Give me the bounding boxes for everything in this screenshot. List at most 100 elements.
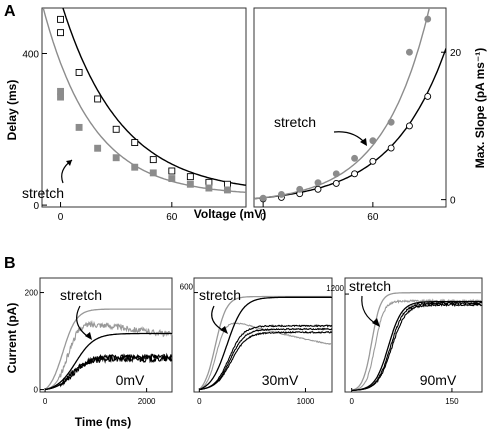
plot-frame bbox=[193, 277, 333, 393]
stretch-data-point bbox=[277, 191, 285, 198]
delay-vs-voltage-plot: 0 60 0 400 stretch bbox=[22, 7, 247, 223]
x-tick-label: 0 bbox=[260, 212, 266, 223]
y-tick-label: 200 bbox=[25, 289, 39, 298]
max-slope-vs-voltage-plot: 0 60 0 20 stretch bbox=[253, 7, 462, 223]
stretch-data-point bbox=[224, 186, 231, 194]
control-data-point bbox=[57, 29, 64, 37]
y-tick-label: 0 bbox=[450, 196, 456, 207]
x-tick-label: 0 bbox=[197, 397, 202, 406]
y-tick-label: 1200 bbox=[326, 284, 344, 293]
stretch-data-point bbox=[168, 175, 176, 183]
panel-a-left-ylabel: Delay (ms) bbox=[5, 80, 19, 141]
stretch-data-point bbox=[332, 170, 340, 178]
y-tick-label: 0 bbox=[33, 201, 39, 212]
y-tick-label: 0 bbox=[34, 386, 39, 395]
y-tick-label: 400 bbox=[22, 49, 39, 60]
control-data-point bbox=[405, 122, 413, 130]
x-tick-label: 60 bbox=[367, 212, 379, 223]
stretch-data-point bbox=[387, 118, 395, 126]
plot-frame bbox=[41, 7, 247, 208]
x-tick-label: 0 bbox=[43, 397, 48, 406]
stretch-current-trace bbox=[44, 308, 172, 391]
stretch-data-point bbox=[94, 144, 102, 152]
control-current-trace bbox=[351, 302, 483, 391]
current-trace-90mv-plot: 0 150 1200 stretch 90mV bbox=[326, 277, 483, 406]
panel-b-ylabel: Current (pA) bbox=[5, 303, 19, 374]
fit-curve bbox=[254, 8, 431, 200]
plot-frame bbox=[344, 277, 483, 393]
control-current-trace bbox=[45, 354, 173, 391]
stretch-data-point bbox=[405, 48, 413, 56]
control-data-point bbox=[131, 139, 139, 147]
stretch-annotation: stretch bbox=[60, 287, 102, 303]
x-tick-label: 1000 bbox=[297, 397, 315, 406]
stretch-data-point bbox=[186, 180, 194, 188]
stretch-data-point bbox=[112, 154, 120, 162]
control-data-point bbox=[168, 167, 176, 175]
arrow-head bbox=[66, 160, 72, 166]
control-current-trace bbox=[351, 301, 483, 391]
control-current-trace bbox=[199, 324, 333, 391]
control-data-point bbox=[387, 144, 395, 152]
control-data-point bbox=[224, 180, 231, 188]
control-data-point bbox=[94, 95, 102, 103]
control-current-trace bbox=[45, 352, 173, 391]
panel-b-xlabel: Time (ms) bbox=[75, 415, 131, 429]
control-data-point bbox=[424, 92, 432, 100]
control-data-point bbox=[351, 170, 359, 178]
fit-curve bbox=[42, 8, 246, 194]
control-current-trace bbox=[351, 300, 482, 392]
stretch-data-point bbox=[369, 137, 377, 145]
panel-letter-b: B bbox=[4, 255, 16, 272]
arrow-head bbox=[220, 326, 228, 334]
x-tick-label: 0 bbox=[349, 397, 354, 406]
control-data-point bbox=[57, 15, 64, 23]
plot-frame bbox=[253, 7, 447, 208]
control-current-trace bbox=[44, 332, 172, 391]
stretch-annotation: stretch bbox=[274, 114, 316, 130]
stretch-data-point bbox=[314, 179, 322, 187]
stretch-data-point bbox=[424, 15, 432, 23]
control-data-point bbox=[332, 179, 340, 187]
stretch-current-trace bbox=[198, 295, 332, 391]
voltage-label: 90mV bbox=[420, 372, 457, 388]
stretch-data-point bbox=[351, 154, 359, 162]
stretch-data-point bbox=[259, 194, 267, 202]
stretch-data-point bbox=[296, 185, 304, 193]
voltage-label: 0mV bbox=[116, 372, 145, 388]
control-data-point bbox=[205, 178, 213, 186]
y-tick-label: 20 bbox=[450, 48, 462, 59]
stretch-data-point bbox=[57, 93, 64, 101]
x-tick-label: 150 bbox=[445, 397, 459, 406]
stretch-data-point bbox=[205, 184, 213, 192]
stretch-data-point bbox=[57, 87, 64, 95]
panel-a-right-ylabel: Max. Slope (pA ms⁻¹) bbox=[473, 48, 487, 169]
current-trace-30mv-plot: 0 1000 600 stretch 30mV bbox=[180, 277, 333, 406]
control-data-point bbox=[314, 185, 322, 193]
control-current-trace bbox=[199, 327, 333, 391]
control-data-point bbox=[149, 156, 157, 164]
control-data-point bbox=[369, 157, 377, 165]
stretch-annotation: stretch bbox=[22, 185, 64, 201]
arrow-head bbox=[85, 332, 92, 340]
stretch-data-point bbox=[75, 123, 83, 131]
panel-letter-a: A bbox=[4, 3, 16, 20]
y-tick-label: 600 bbox=[180, 283, 194, 292]
x-tick-label: 60 bbox=[166, 212, 178, 223]
x-tick-label: 0 bbox=[58, 212, 64, 223]
arrow-head bbox=[372, 318, 380, 327]
stretch-data-point bbox=[131, 163, 139, 171]
stretch-data-point bbox=[149, 169, 157, 177]
x-tick-label: 2000 bbox=[138, 397, 156, 406]
fit-curve bbox=[62, 8, 246, 186]
control-data-point bbox=[112, 125, 120, 133]
control-current-trace bbox=[199, 296, 332, 391]
arrow-head bbox=[360, 138, 367, 146]
control-data-point bbox=[186, 173, 194, 181]
voltage-label: 30mV bbox=[262, 372, 299, 388]
control-data-point bbox=[75, 68, 83, 76]
control-current-trace bbox=[199, 330, 333, 391]
current-trace-0mv-plot: 0 2000 0 200 stretch 0mV bbox=[25, 277, 173, 406]
stretch-current-trace bbox=[351, 292, 482, 392]
stretch-annotation: stretch bbox=[349, 278, 391, 294]
